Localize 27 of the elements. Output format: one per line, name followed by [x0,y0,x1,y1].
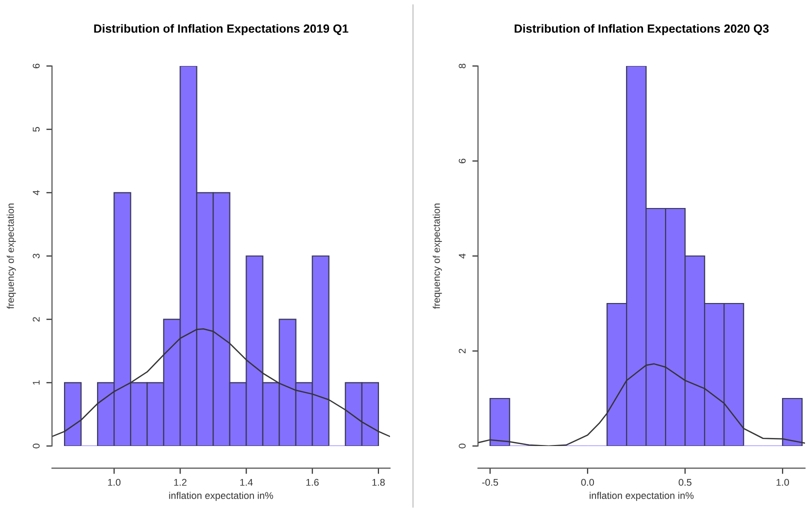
y-tick-label: 2 [458,348,466,354]
x-tick-label: 0.0 [581,478,594,486]
y-tick-label: 4 [458,254,466,258]
x-tick-label: -0.5 [482,478,498,486]
chart-title: Distribution of Inflation Expectations 2019 Q1 [94,24,348,36]
x-tick-label: 1.6 [306,478,319,486]
y-tick-label: 6 [458,158,466,164]
y-tick-label: 4 [32,190,40,196]
y-tick-label: 6 [32,64,40,68]
y-tick-label: 0 [458,444,466,448]
y-tick-label: 2 [32,317,40,322]
x-tick-label: 1.8 [372,478,385,486]
x-tick-label: 1.4 [240,478,253,486]
x-tick-label: 1.2 [174,478,186,486]
y-tick-label: 8 [458,64,466,68]
x-tick-label: 0.5 [678,478,692,486]
y-tick-label: 3 [32,254,40,258]
chart-title: Distribution of Inflation Expectations 2020 Q3 [514,24,769,36]
y-axis-title: frequency of expectation [432,204,442,309]
x-tick-label: 1.0 [108,478,120,486]
y-axis-title: frequency of expectation [6,204,16,309]
y-tick-label: 1 [32,380,40,385]
y-tick-label: 5 [32,127,40,132]
x-tick-label: 1.0 [776,478,789,486]
x-axis-title: inflation expectation in% [169,492,274,501]
x-axis-title: inflation expectation in% [590,492,694,501]
y-tick-label: 0 [32,444,40,448]
